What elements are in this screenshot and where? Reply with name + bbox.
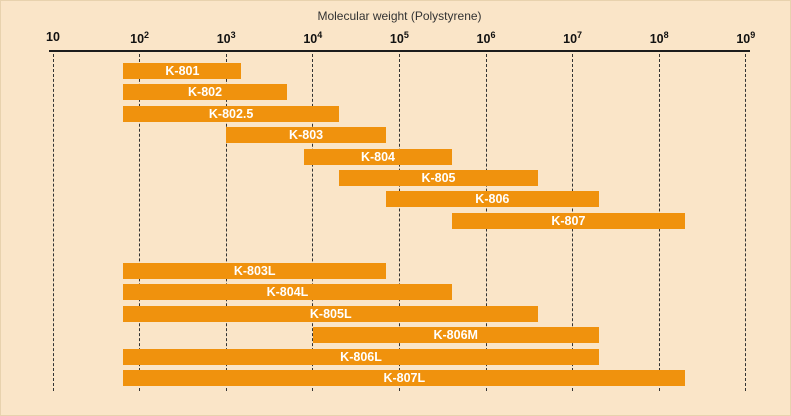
bar-label: K-803L [233, 264, 276, 278]
bar-label: K-806 [475, 192, 510, 207]
bar-label: K-801 [165, 64, 200, 78]
bar-k-806l: K-806L [123, 348, 599, 365]
bar-k-805l: K-805L [123, 305, 539, 322]
bar-k-807l: K-807L [123, 370, 686, 386]
bar-label: K-804 [360, 149, 395, 164]
bar-k-804l: K-804L [123, 284, 452, 301]
axis-tick-10e2: 102 [130, 30, 150, 47]
bar-label: K-803 [289, 128, 324, 143]
bar-k-805: K-805 [338, 170, 539, 186]
x-axis-line [49, 50, 750, 52]
bar-label: K-806L [340, 349, 382, 364]
chart-title: Molecular weight (Polystyrene) [317, 9, 482, 23]
bar-k-802: K-802 [123, 84, 287, 101]
bar-k-806m: K-806M [312, 327, 599, 344]
bar-label: K-806M [433, 328, 478, 343]
bar-k-803: K-803 [226, 127, 386, 144]
axis-tick-10e4: 104 [303, 30, 323, 47]
axis-tick-10e1: 10 [46, 30, 60, 44]
bar-k-803l: K-803L [123, 263, 386, 279]
bar-k-802-5: K-802.5 [123, 105, 339, 122]
gridline-10e1 [52, 54, 54, 391]
gridline-10e4 [312, 54, 314, 391]
bar-k-807: K-807 [451, 212, 686, 229]
bar-label: K-805 [421, 171, 456, 185]
bar-label: K-802 [188, 85, 223, 100]
axis-tick-10e9: 109 [736, 30, 756, 47]
axis-tick-10e6: 106 [476, 30, 496, 47]
bar-k-801: K-801 [123, 63, 242, 79]
bar-label: K-807 [551, 213, 586, 228]
bar-label: K-804L [266, 285, 309, 300]
bar-label: K-805L [309, 306, 352, 321]
gridline-10e5 [398, 54, 400, 391]
bar-k-806: K-806 [385, 191, 599, 208]
gridline-10e2 [139, 54, 141, 391]
gridline-10e3 [225, 54, 227, 391]
bar-label: K-802.5 [208, 106, 254, 121]
axis-tick-10e8: 108 [649, 30, 669, 47]
axis-tick-10e5: 105 [389, 30, 409, 47]
bar-k-804: K-804 [304, 148, 452, 165]
bar-label: K-807L [383, 371, 426, 385]
axis-tick-10e7: 107 [563, 30, 583, 47]
gridline-10e9 [745, 54, 747, 391]
axis-tick-10e3: 103 [216, 30, 236, 47]
